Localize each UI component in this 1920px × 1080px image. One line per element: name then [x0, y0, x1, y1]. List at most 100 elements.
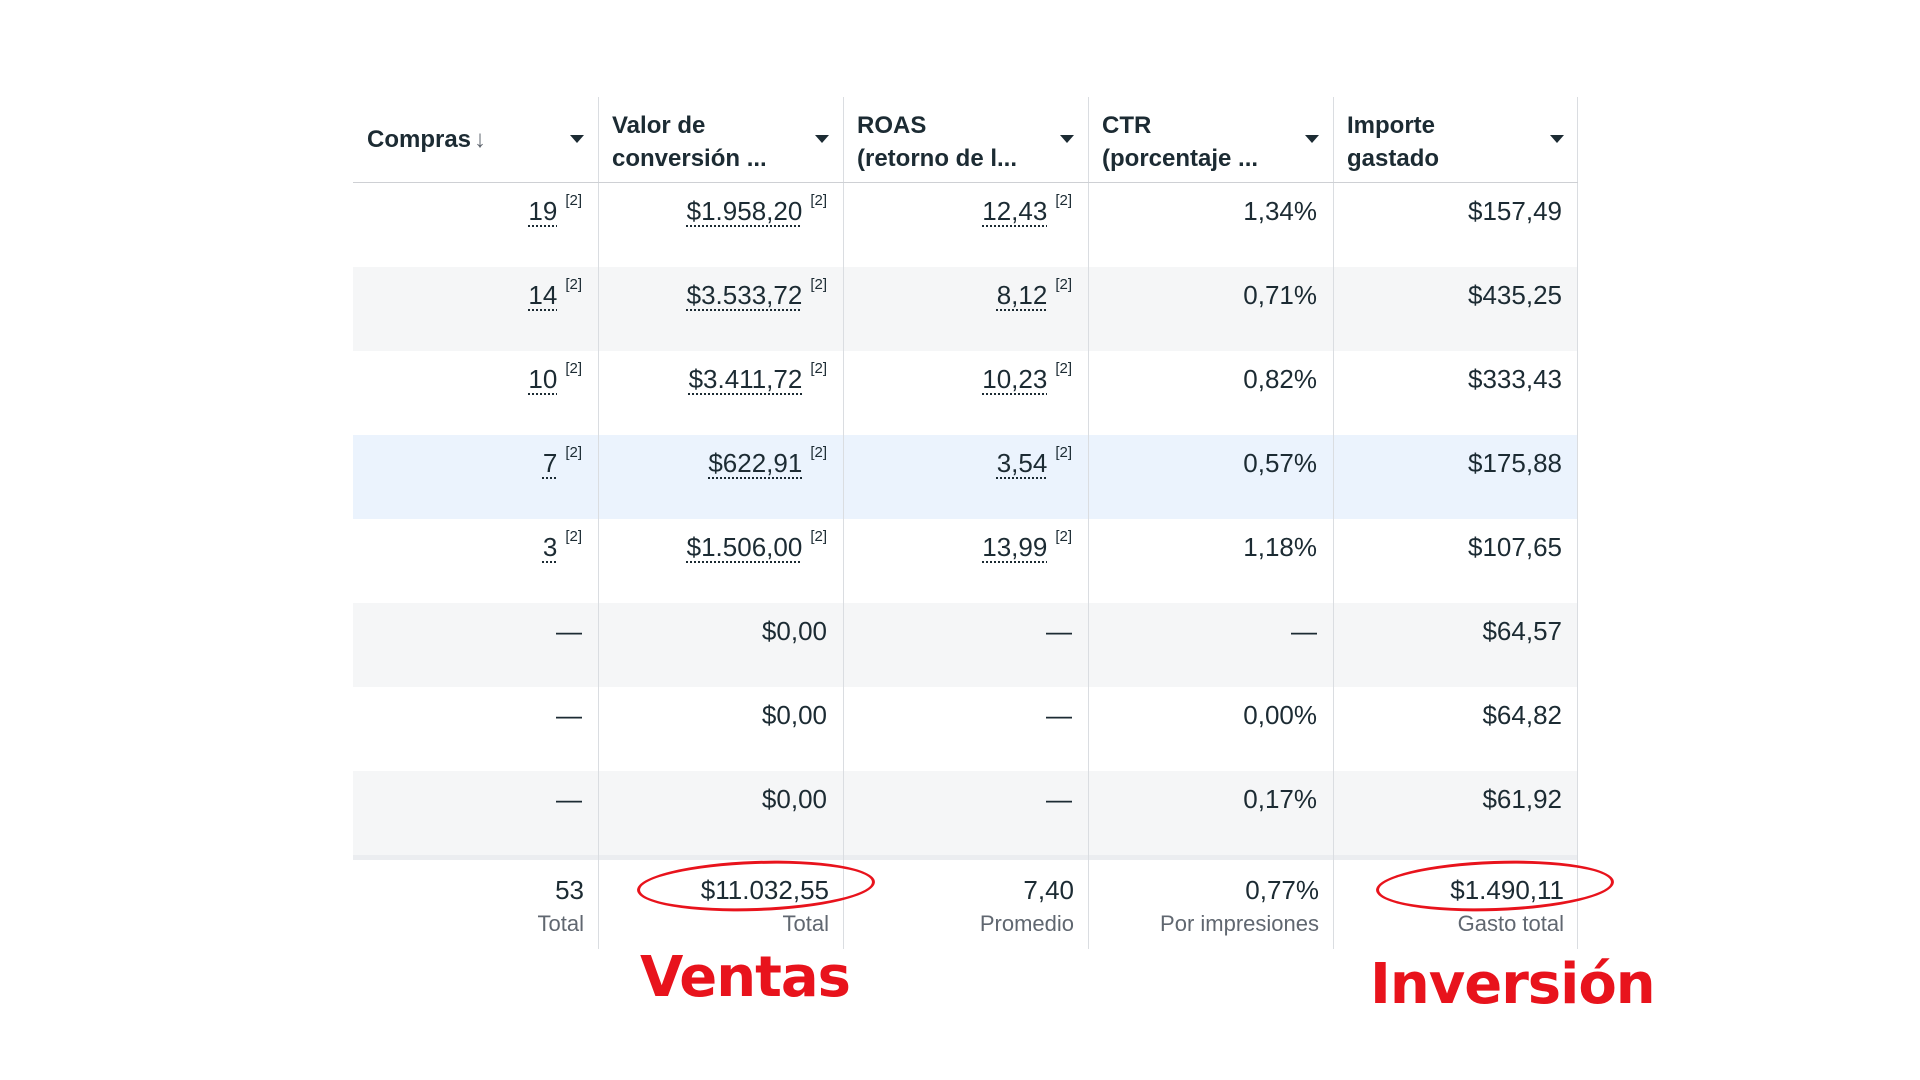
- cell-ctr: 0,57%: [1088, 435, 1333, 519]
- cell-compras[interactable]: 3 [2]: [353, 519, 598, 603]
- footnote-marker[interactable]: [2]: [1055, 528, 1072, 545]
- ctr-value: 0,17%: [1243, 784, 1317, 814]
- cell-ctr: 0,17%: [1088, 771, 1333, 855]
- column-divider: [1577, 97, 1578, 949]
- compras-value[interactable]: 19: [528, 196, 558, 226]
- cell-compras[interactable]: 7 [2]: [353, 435, 598, 519]
- column-divider: [1333, 97, 1334, 949]
- roas-value: —: [1046, 700, 1072, 730]
- column-header-label: Importe: [1347, 112, 1436, 139]
- cell-valor[interactable]: $1.506,00 [2]: [598, 519, 843, 603]
- footnote-marker[interactable]: [2]: [565, 192, 582, 209]
- valor-value[interactable]: $1.958,20: [686, 196, 803, 226]
- footnote-marker[interactable]: [2]: [1055, 360, 1072, 377]
- cell-compras: —: [353, 603, 598, 687]
- table-row: 19 [2] $1.958,20 [2] 12,43 [2] 1,34% $157,4…: [353, 183, 1578, 267]
- cell-roas: —: [843, 771, 1088, 855]
- table-row-highlighted: 7 [2] $622,91 [2] 3,54 [2] 0,57% $175,88: [353, 435, 1578, 519]
- footnote-marker[interactable]: [2]: [565, 528, 582, 545]
- roas-value[interactable]: 8,12: [996, 280, 1048, 310]
- footnote-marker[interactable]: [2]: [1055, 192, 1072, 209]
- total-value: $11.032,55: [700, 875, 829, 905]
- column-divider: [1088, 97, 1089, 949]
- caret-down-icon[interactable]: [1305, 135, 1319, 143]
- valor-value[interactable]: $622,91: [708, 448, 803, 478]
- caret-down-icon[interactable]: [1060, 135, 1074, 143]
- cell-valor[interactable]: $1.958,20 [2]: [598, 183, 843, 267]
- valor-value[interactable]: $3.533,72: [686, 280, 803, 310]
- column-header-valor-conversion[interactable]: Valor de conversión ...: [598, 97, 843, 182]
- compras-value: —: [556, 700, 582, 730]
- cell-importe: $333,43: [1333, 351, 1578, 435]
- roas-value[interactable]: 12,43: [982, 196, 1048, 226]
- cell-roas[interactable]: 3,54 [2]: [843, 435, 1088, 519]
- ctr-value: 1,18%: [1243, 532, 1317, 562]
- footnote-marker[interactable]: [2]: [565, 444, 582, 461]
- cell-importe: $435,25: [1333, 267, 1578, 351]
- footnote-marker[interactable]: [2]: [810, 528, 827, 545]
- total-importe: $1.490,11 Gasto total: [1333, 860, 1578, 955]
- valor-value[interactable]: $3.411,72: [688, 364, 803, 394]
- cell-roas: —: [843, 687, 1088, 771]
- column-header-ctr[interactable]: CTR (porcentaje ...: [1088, 97, 1333, 182]
- total-value: 7,40: [1023, 875, 1074, 905]
- cell-compras[interactable]: 19 [2]: [353, 183, 598, 267]
- footnote-marker[interactable]: [2]: [565, 360, 582, 377]
- importe-value: $435,25: [1468, 280, 1562, 310]
- cell-valor[interactable]: $3.411,72 [2]: [598, 351, 843, 435]
- total-value: 53: [555, 875, 584, 905]
- column-header-importe-gastado[interactable]: Importe gastado: [1333, 97, 1578, 182]
- valor-value[interactable]: $1.506,00: [686, 532, 803, 562]
- footnote-marker[interactable]: [2]: [810, 276, 827, 293]
- cell-valor: $0,00: [598, 771, 843, 855]
- sort-descending-icon[interactable]: ↓: [474, 126, 487, 153]
- cell-roas[interactable]: 8,12 [2]: [843, 267, 1088, 351]
- footnote-marker[interactable]: [2]: [810, 192, 827, 209]
- roas-value[interactable]: 13,99: [982, 532, 1048, 562]
- compras-value[interactable]: 3: [542, 532, 558, 562]
- ctr-value: —: [1291, 616, 1317, 646]
- total-valor: $11.032,55 Total: [598, 860, 843, 955]
- total-compras: 53 Total: [353, 860, 598, 955]
- valor-value: $0,00: [761, 784, 827, 814]
- total-label: Gasto total: [1457, 911, 1564, 936]
- cell-valor[interactable]: $622,91 [2]: [598, 435, 843, 519]
- compras-value[interactable]: 10: [528, 364, 558, 394]
- footnote-marker[interactable]: [2]: [565, 276, 582, 293]
- cell-valor[interactable]: $3.533,72 [2]: [598, 267, 843, 351]
- total-label: Por impresiones: [1160, 911, 1319, 936]
- column-header-label: Valor de: [612, 112, 706, 139]
- importe-value: $157,49: [1468, 196, 1562, 226]
- compras-value[interactable]: 7: [542, 448, 558, 478]
- cell-roas[interactable]: 10,23 [2]: [843, 351, 1088, 435]
- roas-value[interactable]: 3,54: [996, 448, 1048, 478]
- column-header-label: CTR: [1102, 112, 1152, 139]
- footnote-marker[interactable]: [2]: [810, 444, 827, 461]
- total-label: Total: [782, 911, 829, 936]
- cell-ctr: 0,71%: [1088, 267, 1333, 351]
- caret-down-icon[interactable]: [570, 135, 584, 143]
- cell-compras[interactable]: 10 [2]: [353, 351, 598, 435]
- compras-value[interactable]: 14: [528, 280, 558, 310]
- column-header-label: gastado: [1347, 145, 1440, 172]
- column-header-label: Compras: [367, 126, 472, 153]
- table-footer-totals: 53 Total $11.032,55 Total 7,40 Promedio …: [353, 855, 1578, 955]
- column-header-roas[interactable]: ROAS (retorno de l...: [843, 97, 1088, 182]
- footnote-marker[interactable]: [2]: [1055, 276, 1072, 293]
- column-header-label: conversión ...: [612, 145, 767, 172]
- caret-down-icon[interactable]: [815, 135, 829, 143]
- column-header-compras[interactable]: Compras ↓: [353, 97, 598, 182]
- caret-down-icon[interactable]: [1550, 135, 1564, 143]
- valor-value: $0,00: [761, 700, 827, 730]
- footnote-marker[interactable]: [2]: [810, 360, 827, 377]
- cell-importe: $64,82: [1333, 687, 1578, 771]
- roas-value[interactable]: 10,23: [982, 364, 1048, 394]
- cell-compras[interactable]: 14 [2]: [353, 267, 598, 351]
- cell-roas[interactable]: 12,43 [2]: [843, 183, 1088, 267]
- cell-ctr: —: [1088, 603, 1333, 687]
- column-divider: [843, 97, 844, 949]
- cell-importe: $61,92: [1333, 771, 1578, 855]
- footnote-marker[interactable]: [2]: [1055, 444, 1072, 461]
- ctr-value: 0,00%: [1243, 700, 1317, 730]
- cell-roas[interactable]: 13,99 [2]: [843, 519, 1088, 603]
